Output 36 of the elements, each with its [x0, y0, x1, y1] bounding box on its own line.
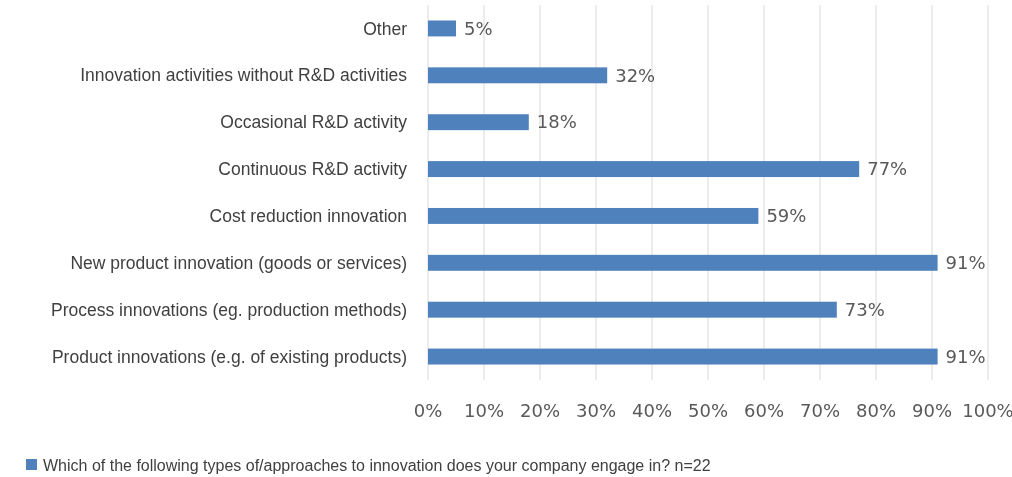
bar — [428, 301, 837, 318]
data-label: 59% — [766, 205, 807, 227]
x-tick-label: 80% — [855, 400, 897, 422]
y-tick-label: Other — [363, 18, 408, 39]
data-label: 77% — [867, 158, 908, 180]
x-tick-label: 20% — [519, 400, 561, 422]
x-tick-label: 50% — [687, 400, 729, 422]
data-label: 73% — [844, 298, 885, 320]
y-tick-label: Cost reduction innovation — [209, 206, 407, 227]
x-tick-label: 60% — [743, 400, 785, 422]
y-tick-label: Occasional R&D activity — [220, 112, 408, 133]
bar — [428, 348, 938, 365]
x-tick-label: 90% — [911, 400, 953, 422]
x-tick-label: 70% — [799, 400, 841, 422]
bar — [428, 114, 529, 131]
data-label: 18% — [536, 111, 577, 133]
bar — [428, 207, 759, 224]
data-label: 91% — [945, 345, 986, 367]
x-tick-label: 10% — [463, 400, 505, 422]
legend-label: Which of the following types of/approaches to innovation does your company engage in? n=22 — [43, 456, 711, 474]
y-tick-label: Product innovations (e.g. of existing products) — [51, 346, 407, 367]
bar — [428, 254, 938, 271]
y-tick-label: Continuous R&D activity — [218, 159, 408, 180]
data-label: 91% — [945, 252, 986, 274]
y-tick-label: New product innovation (goods or services) — [70, 252, 407, 273]
y-tick-label: Process innovations (eg. production methods) — [50, 299, 407, 320]
bar — [428, 67, 608, 84]
bar — [428, 161, 860, 178]
x-tick-label: 100% — [962, 400, 1012, 422]
x-tick-label: 0% — [413, 400, 443, 422]
data-label: 5% — [464, 17, 493, 39]
y-tick-label: Innovation activities without R&D activities — [80, 65, 408, 86]
data-label: 32% — [615, 64, 656, 86]
x-tick-label: 40% — [631, 400, 673, 422]
bar — [428, 20, 456, 37]
x-tick-label: 30% — [575, 400, 617, 422]
